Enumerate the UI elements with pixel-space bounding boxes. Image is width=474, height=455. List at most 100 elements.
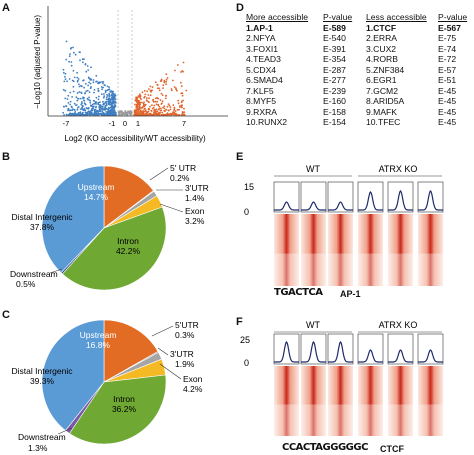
profile-box bbox=[357, 333, 384, 365]
heatmap-column bbox=[418, 214, 443, 286]
pie-slice-distal-intergenic bbox=[41, 319, 105, 431]
less-row: 8.ARID5A E-45 bbox=[366, 96, 467, 107]
volcano-point bbox=[159, 99, 162, 101]
volcano-point bbox=[81, 85, 83, 88]
volcano-point bbox=[111, 114, 113, 116]
profile-curve bbox=[418, 349, 443, 363]
volcano-point bbox=[182, 99, 185, 102]
profile-box bbox=[387, 181, 414, 213]
volcano-point bbox=[156, 114, 159, 116]
volcano-point bbox=[84, 113, 86, 116]
volcano-point bbox=[158, 89, 161, 92]
volcano-x-label: Log2 (KO accessibility/WT accessibility) bbox=[64, 134, 206, 143]
panel-label-a: A bbox=[2, 2, 10, 14]
volcano-point bbox=[180, 92, 183, 95]
volcano-point bbox=[87, 98, 90, 101]
volcano-point bbox=[97, 111, 99, 113]
volcano-point bbox=[158, 111, 160, 114]
volcano-point bbox=[163, 79, 166, 82]
volcano-point bbox=[177, 102, 180, 105]
volcano-point bbox=[110, 110, 113, 113]
volcano-point bbox=[70, 112, 73, 115]
volcano-point bbox=[81, 106, 83, 109]
pie-b-distal-label: Distal Intergenic bbox=[12, 212, 74, 222]
heatmap-column bbox=[274, 214, 299, 286]
heatmap-fade bbox=[418, 253, 443, 286]
volcano-point bbox=[78, 113, 81, 116]
volcano-point bbox=[151, 86, 154, 88]
volcano-point bbox=[168, 104, 171, 107]
volcano-point bbox=[165, 83, 168, 86]
heatmap-column bbox=[328, 214, 353, 286]
volcano-point bbox=[76, 108, 79, 111]
volcano-point bbox=[97, 113, 100, 116]
pie-c-intron-label: Intron bbox=[113, 394, 135, 404]
less-row: 5.ZNF384 E-57 bbox=[366, 65, 467, 76]
volcano-point bbox=[182, 70, 184, 73]
volcano-point bbox=[70, 106, 73, 108]
volcano-point bbox=[153, 104, 156, 107]
more-row: 6.SMAD4 E-277 bbox=[246, 75, 352, 86]
volcano-point bbox=[154, 100, 157, 103]
volcano-point bbox=[114, 105, 117, 108]
pie-slice-upstream bbox=[103, 165, 154, 229]
volcano-point bbox=[83, 107, 85, 110]
volcano-point bbox=[111, 98, 114, 100]
volcano-point bbox=[144, 114, 147, 116]
volcano-point bbox=[124, 112, 127, 115]
volcano-point bbox=[72, 108, 74, 110]
volcano-y-label: −Log10 (adjusted P-value) bbox=[33, 15, 42, 109]
volcano-point bbox=[88, 96, 90, 99]
volcano-point bbox=[70, 64, 73, 67]
volcano-point bbox=[100, 86, 103, 88]
heatmap-column bbox=[301, 366, 326, 436]
volcano-point bbox=[158, 113, 161, 116]
volcano-point bbox=[103, 114, 106, 116]
pie-b-downstream-pct: 0.5% bbox=[16, 279, 36, 289]
volcano-point bbox=[98, 109, 101, 112]
volcano-point bbox=[146, 90, 149, 93]
volcano-point bbox=[81, 108, 84, 111]
volcano-point bbox=[109, 114, 112, 116]
volcano-point bbox=[70, 47, 73, 49]
volcano-point bbox=[129, 112, 132, 115]
less-row: 6.EGR1 E-51 bbox=[366, 75, 467, 86]
volcano-point bbox=[169, 106, 172, 108]
volcano-point bbox=[173, 109, 176, 112]
profile-curve bbox=[328, 341, 353, 363]
volcano-point bbox=[174, 110, 177, 112]
less-row: 4.RORB E-72 bbox=[366, 54, 467, 65]
volcano-point bbox=[162, 106, 165, 109]
volcano-point bbox=[178, 108, 181, 111]
volcano-point bbox=[177, 64, 179, 66]
volcano-point bbox=[185, 89, 188, 92]
volcano-point bbox=[77, 78, 80, 80]
volcano-point bbox=[160, 114, 163, 116]
volcano-point bbox=[101, 110, 104, 113]
more-row: 9.RXRA E-158 bbox=[246, 107, 352, 118]
volcano-point bbox=[152, 98, 155, 101]
volcano-point bbox=[105, 96, 108, 99]
panel-label-b: B bbox=[2, 151, 10, 163]
volcano-point bbox=[93, 91, 95, 94]
volcano-point bbox=[64, 97, 67, 100]
volcano-point bbox=[179, 105, 181, 107]
volcano-point bbox=[107, 95, 109, 97]
volcano-point bbox=[134, 103, 136, 106]
volcano-point bbox=[146, 99, 148, 102]
volcano-point bbox=[168, 113, 170, 115]
volcano-point bbox=[91, 103, 94, 106]
panel-label-e: E bbox=[236, 151, 244, 163]
volcano-point bbox=[160, 92, 163, 95]
volcano-point bbox=[105, 104, 108, 106]
pie-chart-b: Upstream 14.7% 5' UTR 0.2% 3'UTR 1.4% Ex… bbox=[10, 163, 209, 291]
less-pvalue: E-57 bbox=[438, 64, 457, 75]
volcano-point bbox=[79, 97, 82, 100]
more-accessible-table: More accessible P-value 1.AP-1 E-589 2.NFYA… bbox=[246, 12, 352, 128]
pie-c-downstream-label: Downstream bbox=[18, 432, 66, 442]
volcano-point bbox=[97, 103, 100, 105]
volcano-point bbox=[157, 104, 160, 107]
profile-box bbox=[300, 333, 327, 365]
x-tick-7: 7 bbox=[182, 119, 186, 128]
volcano-point bbox=[85, 90, 88, 92]
